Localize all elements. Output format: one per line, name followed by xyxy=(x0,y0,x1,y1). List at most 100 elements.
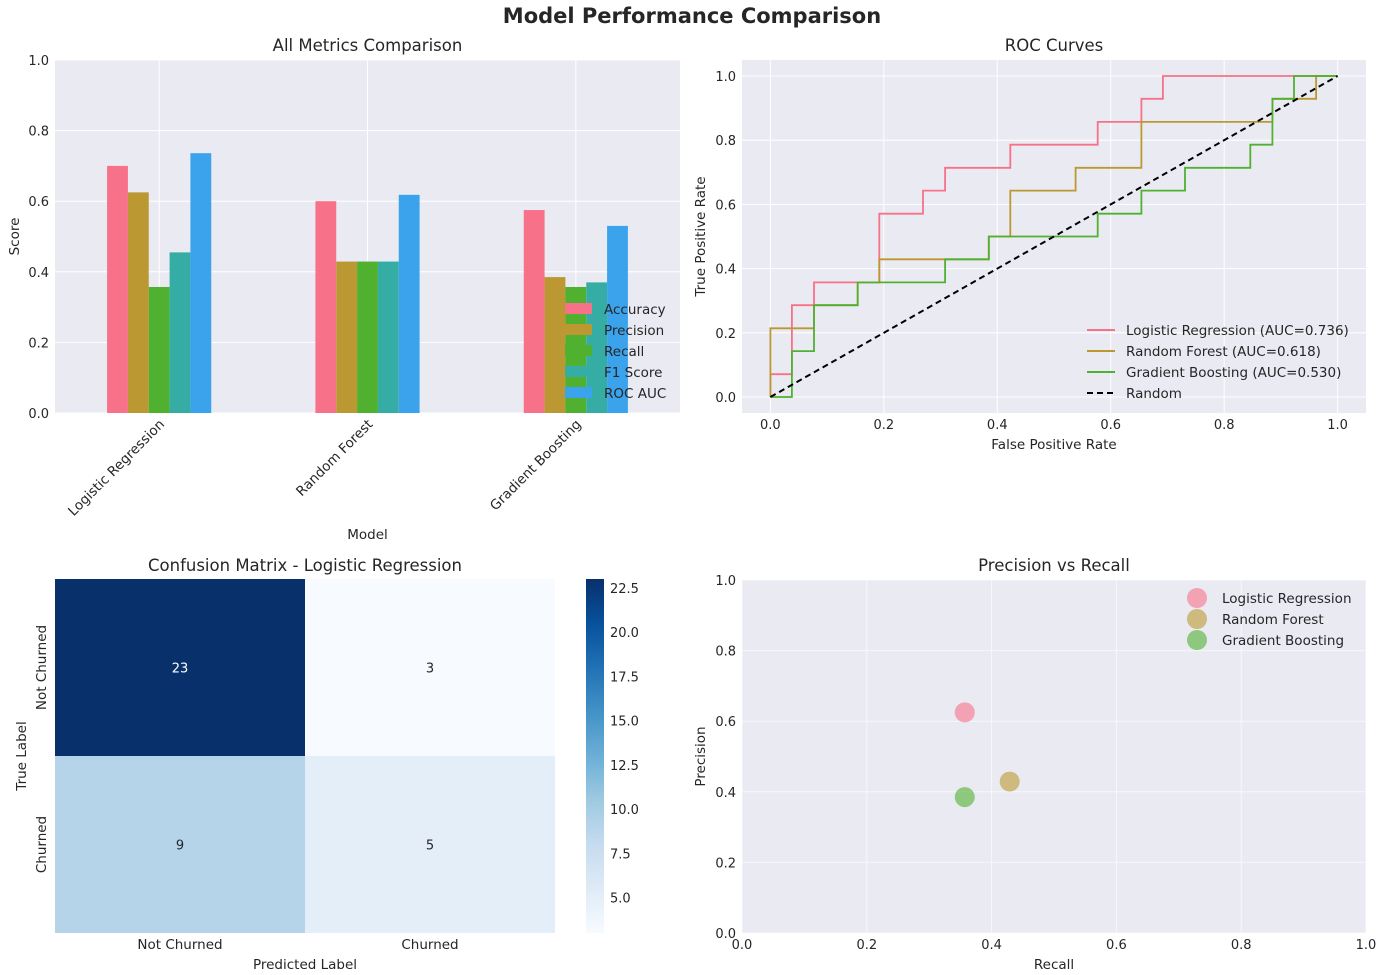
legend-label: Logistic Regression (AUC=0.736) xyxy=(1126,323,1349,339)
bar-y-tick-label: 1.0 xyxy=(28,54,49,69)
colorbar-tick-label: 5.0 xyxy=(610,892,631,907)
legend-label: Gradient Boosting (AUC=0.530) xyxy=(1126,365,1341,381)
roc-random-baseline xyxy=(769,75,1339,398)
roc-chart-title: ROC Curves xyxy=(1005,36,1104,55)
legend-marker xyxy=(1187,609,1207,629)
roc-x-tick-label: 0.2 xyxy=(873,418,894,433)
legend-swatch xyxy=(565,303,592,314)
scatter-x-axis-label: Recall xyxy=(1034,957,1074,971)
heatmap-cell xyxy=(305,579,555,756)
colorbar-tick-label: 12.5 xyxy=(610,759,639,774)
roc-y-axis-label: True Positive Rate xyxy=(693,176,709,297)
roc-y-tick-label: 0.6 xyxy=(715,198,736,213)
bar-y-tick-label: 0.4 xyxy=(28,266,49,281)
scatter-y-tick-label: 0.4 xyxy=(715,786,736,801)
bar-accuracy xyxy=(107,165,128,413)
legend-marker xyxy=(1187,630,1207,650)
scatter-x-tick-label: 0.6 xyxy=(1106,938,1127,953)
scatter-y-tick-label: 0.2 xyxy=(715,856,736,871)
roc-curve xyxy=(769,75,1338,397)
heatmap-cell-value: 23 xyxy=(172,662,189,677)
heatmap-x-axis-label: Predicted Label xyxy=(253,957,357,971)
bar-roc-auc xyxy=(190,153,212,413)
bar-roc-auc xyxy=(398,194,420,413)
bar-y-tick-label: 0.6 xyxy=(28,195,49,210)
bar-accuracy xyxy=(315,201,337,413)
legend-label: Random Forest (AUC=0.618) xyxy=(1126,344,1321,360)
roc-y-tick-label: 0.4 xyxy=(715,263,736,278)
bar-y-tick-label: 0.0 xyxy=(28,407,49,422)
bar-y-tick-label: 0.8 xyxy=(28,125,49,140)
roc-x-tick-label: 0.6 xyxy=(1100,418,1121,433)
heatmap-cell xyxy=(55,756,305,933)
heatmap-y-tick-label: Not Churned xyxy=(34,625,50,710)
legend-label: Random Forest xyxy=(1222,612,1324,628)
heatmap-title: Confusion Matrix - Logistic Regression xyxy=(148,556,462,575)
colorbar-tick-label: 15.0 xyxy=(610,715,639,730)
heatmap-cell xyxy=(305,756,555,933)
bar-x-tick-label: Gradient Boosting xyxy=(487,417,585,515)
legend-swatch xyxy=(565,387,592,398)
scatter-chart-title: Precision vs Recall xyxy=(978,556,1130,575)
heatmap-cell-value: 9 xyxy=(176,839,184,854)
legend-swatch xyxy=(565,345,592,356)
bar-f1-score xyxy=(169,252,191,413)
colorbar xyxy=(586,579,604,933)
heatmap-cell xyxy=(55,579,305,756)
scatter-y-tick-label: 1.0 xyxy=(715,574,736,589)
bar-x-axis-label: Model xyxy=(347,527,388,543)
colorbar-tick-label: 20.0 xyxy=(610,626,639,641)
legend-label: Logistic Regression xyxy=(1222,591,1352,607)
legend-label: Precision xyxy=(604,323,664,339)
bar-chart-title: All Metrics Comparison xyxy=(273,36,463,55)
scatter-x-tick-label: 0.4 xyxy=(981,938,1002,953)
legend-marker xyxy=(1187,588,1207,608)
bar-precision xyxy=(544,277,566,413)
legend-label: Recall xyxy=(604,344,644,360)
bar-roc-auc xyxy=(607,225,628,413)
bar-precision xyxy=(336,261,358,413)
legend-label: Random xyxy=(1126,386,1182,402)
roc-y-tick-label: 0.2 xyxy=(715,327,736,342)
bar-y-axis-label: Score xyxy=(7,218,23,256)
legend-label: F1 Score xyxy=(604,365,662,381)
figure-title: Model Performance Comparison xyxy=(503,4,881,28)
heatmap-y-axis-label: True Label xyxy=(14,721,30,791)
bar-recall xyxy=(148,286,170,413)
colorbar-tick-label: 17.5 xyxy=(610,670,639,685)
colorbar-tick-label: 10.0 xyxy=(610,803,639,818)
roc-x-tick-label: 1.0 xyxy=(1327,418,1348,433)
scatter-point xyxy=(999,771,1020,792)
heatmap-x-tick-label: Churned xyxy=(401,937,458,953)
colorbar-tick-label: 7.5 xyxy=(610,847,631,862)
scatter-point xyxy=(954,702,975,723)
bar-x-tick-label: Logistic Regression xyxy=(65,417,168,520)
heatmap-cell-value: 5 xyxy=(426,839,434,854)
scatter-y-axis-label: Precision xyxy=(693,726,709,786)
scatter-axes-background xyxy=(742,580,1366,933)
scatter-x-tick-label: 0.0 xyxy=(732,938,753,953)
legend-swatch xyxy=(565,324,592,335)
roc-y-tick-label: 1.0 xyxy=(715,70,736,85)
scatter-y-tick-label: 0.0 xyxy=(715,927,736,942)
roc-y-tick-label: 0.0 xyxy=(715,391,736,406)
bar-recall xyxy=(357,261,378,413)
bar-f1-score xyxy=(586,282,608,413)
bar-accuracy xyxy=(523,210,545,413)
bar-precision xyxy=(127,192,149,413)
roc-y-tick-label: 0.8 xyxy=(715,134,736,149)
scatter-x-tick-label: 0.8 xyxy=(1231,938,1252,953)
scatter-point xyxy=(954,787,975,808)
scatter-x-tick-label: 0.2 xyxy=(856,938,877,953)
colorbar-tick-label: 22.5 xyxy=(610,582,639,597)
roc-x-tick-label: 0.8 xyxy=(1214,418,1235,433)
heatmap-cell-value: 3 xyxy=(426,662,434,677)
heatmap-x-tick-label: Not Churned xyxy=(137,937,222,953)
scatter-y-tick-label: 0.8 xyxy=(715,645,736,660)
legend-label: Accuracy xyxy=(604,302,666,318)
heatmap-y-tick-label: Churned xyxy=(34,816,50,873)
legend-label: ROC AUC xyxy=(604,386,666,402)
legend-swatch xyxy=(565,366,592,377)
roc-curve xyxy=(770,75,1338,398)
